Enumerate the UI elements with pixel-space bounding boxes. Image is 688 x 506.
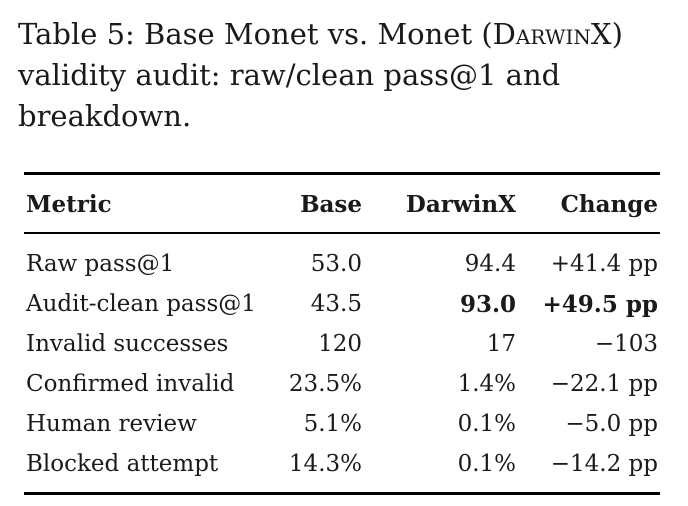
base-cell: 14.3% [288, 451, 362, 477]
caption-prefix: Table 5: Base Monet vs. Monet ( [18, 17, 493, 51]
change-cell: +49.5 pp [542, 290, 658, 318]
table-row: Invalid successes 120 17 −103 [24, 324, 660, 364]
caption-suffix: ) validity audit: raw/clean pass@1 and b… [18, 17, 623, 133]
darwinx-cell: 93.0 [459, 290, 516, 318]
audit-table: Metric Base DarwinX Change Raw pass@1 53… [24, 172, 660, 495]
header-darwinx: DarwinX [405, 191, 516, 218]
change-cell: −103 [594, 331, 658, 357]
metric-cell: Confirmed invalid [26, 371, 235, 397]
metric-cell: Invalid successes [26, 331, 229, 357]
metric-cell: Blocked attempt [26, 451, 219, 477]
table-row: Audit-clean pass@1 43.5 93.0 +49.5 pp [24, 284, 660, 324]
table-row: Human review 5.1% 0.1% −5.0 pp [24, 404, 660, 444]
header-change: Change [560, 191, 658, 218]
header-base: Base [300, 191, 362, 218]
change-cell: +41.4 pp [550, 251, 658, 277]
base-cell: 120 [318, 331, 362, 357]
darwinx-cell: 0.1% [457, 451, 516, 477]
metric-cell: Audit-clean pass@1 [26, 291, 256, 317]
base-cell: 23.5% [288, 371, 362, 397]
darwinx-cell: 94.4 [464, 251, 516, 277]
change-cell: −14.2 pp [550, 451, 658, 477]
change-cell: −22.1 pp [550, 371, 658, 397]
table-row: Blocked attempt 14.3% 0.1% −14.2 pp [24, 444, 660, 494]
change-cell: −5.0 pp [565, 411, 658, 437]
darwinx-cell: 17 [486, 331, 516, 357]
darwinx-cell: 1.4% [457, 371, 516, 397]
base-cell: 5.1% [303, 411, 362, 437]
table-row: Raw pass@1 53.0 94.4 +41.4 pp [24, 233, 660, 284]
table-row: Confirmed invalid 23.5% 1.4% −22.1 pp [24, 364, 660, 404]
table-caption: Table 5: Base Monet vs. Monet (DarwinX) … [18, 14, 678, 137]
metric-cell: Raw pass@1 [26, 251, 175, 277]
metric-cell: Human review [26, 411, 197, 437]
base-cell: 53.0 [310, 251, 362, 277]
header-metric: Metric [26, 191, 112, 218]
header-row: Metric Base DarwinX Change [24, 173, 660, 233]
darwinx-cell: 0.1% [457, 411, 516, 437]
base-cell: 43.5 [310, 291, 362, 317]
caption-darwinx: DarwinX [492, 17, 612, 51]
